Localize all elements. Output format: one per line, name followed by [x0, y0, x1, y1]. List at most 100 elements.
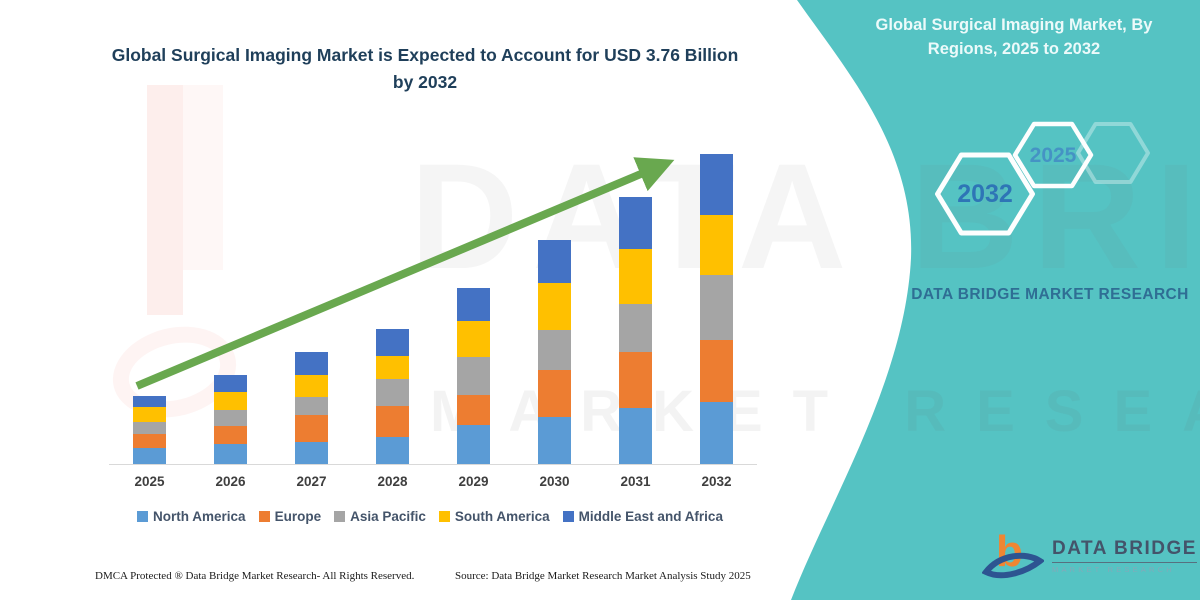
x-axis-labels: 2025 2026 2027 2028 2029 2030 2031 2032 [109, 474, 757, 489]
bar-segment-2029-middle-east-and-africa [457, 287, 490, 322]
logo-monogram-b: b [996, 528, 1023, 576]
stacked-bar-2030 [538, 239, 571, 464]
logo-tagline: MARKET RESEARCH [1052, 565, 1175, 574]
legend-swatch [562, 511, 574, 522]
x-axis-label-2026: 2026 [215, 474, 246, 489]
bar-segment-2030-middle-east-and-africa [538, 239, 571, 283]
legend-item-south-america: South America [438, 509, 550, 524]
chart-title: Global Surgical Imaging Market is Expect… [111, 45, 739, 93]
bar-segment-2025-south-america [133, 407, 166, 422]
bar-column-2030 [514, 239, 595, 464]
bar-column-2028 [352, 328, 433, 464]
legend-label: Middle East and Africa [578, 509, 723, 524]
bar-segment-2028-north-america [376, 436, 409, 464]
bars-row [109, 152, 757, 465]
bar-segment-2032-south-america [700, 215, 733, 276]
bar-segment-2029-south-america [457, 321, 490, 357]
legend-swatch [137, 511, 149, 522]
bar-segment-2026-south-america [214, 391, 247, 410]
legend-label: South America [454, 509, 550, 524]
bar-segment-2030-south-america [538, 282, 571, 331]
legend-item-middle-east-and-africa: Middle East and Africa [562, 509, 723, 524]
bar-column-2031 [595, 196, 676, 464]
bar-segment-2025-middle-east-and-africa [133, 396, 166, 408]
chart-legend: North America Europe Asia Pacific South Ame… [85, 509, 775, 524]
bar-segment-2031-europe [619, 351, 652, 408]
bar-segment-2031-asia-pacific [619, 304, 652, 352]
bar-segment-2031-south-america [619, 248, 652, 305]
bar-segment-2027-europe [295, 415, 328, 442]
bar-segment-2028-middle-east-and-africa [376, 328, 409, 357]
bar-segment-2027-asia-pacific [295, 397, 328, 416]
bar-segment-2029-asia-pacific [457, 356, 490, 395]
bar-segment-2026-middle-east-and-africa [214, 375, 247, 392]
hexagon-badges: 2032 2025 [935, 121, 1150, 236]
bar-segment-2029-europe [457, 394, 490, 426]
bar-segment-2029-north-america [457, 425, 490, 464]
bar-segment-2028-asia-pacific [376, 379, 409, 407]
bar-segment-2025-north-america [133, 447, 166, 464]
stacked-bar-2029 [457, 287, 490, 464]
sidebar-brand-text: DATA BRIDGE MARKET RESEARCH [911, 286, 1189, 303]
hexagon-2032 [935, 152, 1035, 236]
logo-swoosh [982, 552, 1044, 579]
legend-item-europe: Europe [258, 509, 322, 524]
x-axis-label-2027: 2027 [296, 474, 327, 489]
bar-column-2027 [271, 351, 352, 464]
bar-segment-2032-asia-pacific [700, 275, 733, 340]
hexagon-2032-label: 2032 [957, 180, 1013, 208]
bar-column-2025 [109, 396, 190, 464]
hexagon-2025 [1012, 121, 1094, 189]
bar-segment-2028-europe [376, 406, 409, 437]
bar-segment-2025-europe [133, 434, 166, 448]
bar-column-2032 [676, 154, 757, 464]
bar-segment-2028-south-america [376, 356, 409, 380]
x-axis-label-2032: 2032 [701, 474, 732, 489]
x-axis-label-2025: 2025 [134, 474, 165, 489]
legend-item-north-america: North America [137, 509, 246, 524]
stacked-bar-2025 [133, 396, 166, 464]
footer-dmca: DMCA Protected ® Data Bridge Market Rese… [95, 570, 415, 582]
bar-segment-2026-europe [214, 426, 247, 445]
databridge-logo-icon: b [982, 528, 1044, 579]
x-axis-label-2028: 2028 [377, 474, 408, 489]
legend-swatch [334, 511, 346, 522]
footer-source: Source: Data Bridge Market Research Mark… [455, 570, 751, 582]
bar-segment-2032-middle-east-and-africa [700, 154, 733, 216]
bar-segment-2025-asia-pacific [133, 421, 166, 435]
bar-segment-2030-north-america [538, 417, 571, 464]
stacked-bar-2028 [376, 328, 409, 464]
stacked-bar-2026 [214, 375, 247, 464]
x-axis-label-2029: 2029 [458, 474, 489, 489]
stacked-bar-2032 [700, 154, 733, 464]
bar-segment-2031-middle-east-and-africa [619, 196, 652, 249]
bar-segment-2027-middle-east-and-africa [295, 351, 328, 375]
bar-segment-2032-north-america [700, 402, 733, 464]
hexagon-faint [1076, 122, 1150, 184]
legend-label: North America [153, 509, 246, 524]
bar-column-2026 [190, 375, 271, 464]
bar-segment-2030-europe [538, 370, 571, 417]
legend-label: Europe [274, 509, 322, 524]
legend-label: Asia Pacific [350, 509, 426, 524]
bar-segment-2026-north-america [214, 444, 247, 464]
x-axis-label-2031: 2031 [620, 474, 651, 489]
databridge-logo: b DATA BRIDGE MARKET RESEARCH [982, 528, 1197, 584]
logo-name: DATA BRIDGE [1052, 538, 1197, 563]
bar-segment-2027-north-america [295, 441, 328, 464]
legend-item-asia-pacific: Asia Pacific [334, 509, 426, 524]
bar-segment-2030-asia-pacific [538, 330, 571, 370]
legend-swatch [258, 511, 270, 522]
bar-segment-2032-europe [700, 339, 733, 403]
bar-segment-2027-south-america [295, 374, 328, 398]
sidebar-heading: Global Surgical Imaging Market, By Regio… [875, 16, 1153, 58]
bar-column-2029 [433, 287, 514, 464]
bar-segment-2031-north-america [619, 407, 652, 464]
x-axis-label-2030: 2030 [539, 474, 570, 489]
bar-segment-2026-asia-pacific [214, 409, 247, 427]
stacked-bar-chart: 2025 2026 2027 2028 2029 2030 2031 2032 [109, 152, 757, 489]
stacked-bar-2031 [619, 196, 652, 464]
legend-swatch [438, 511, 450, 522]
